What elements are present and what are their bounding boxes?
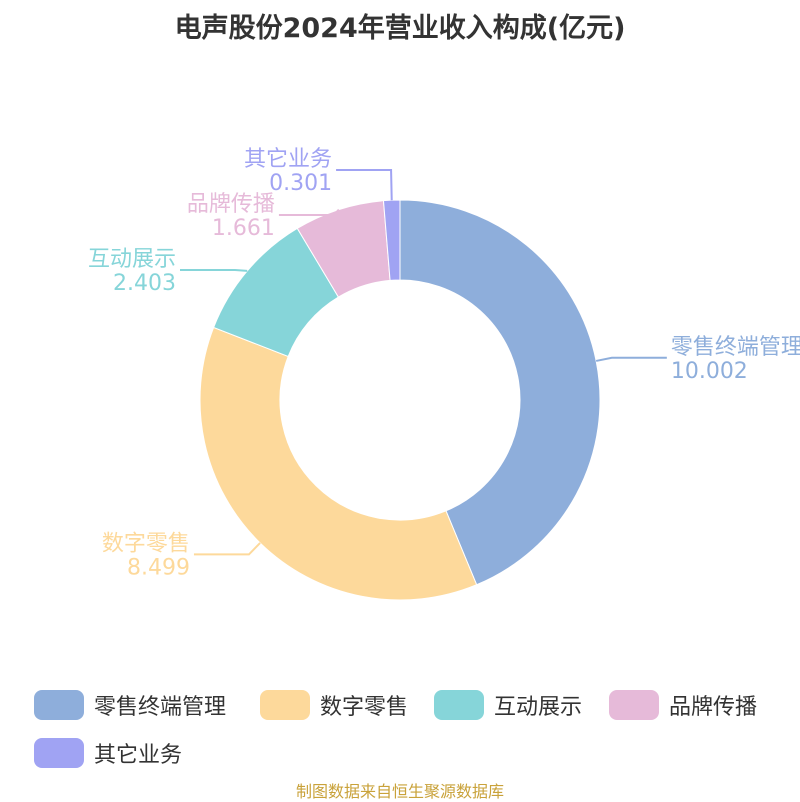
- slice-label-value-3: 1.661: [212, 216, 275, 241]
- legend-label: 其它业务: [94, 743, 183, 768]
- slice-label-name-3: 品牌传播: [187, 192, 275, 217]
- slice-label-value-4: 0.301: [269, 171, 332, 196]
- chart-title: 电声股份2024年营业收入构成(亿元): [174, 13, 626, 44]
- legend-swatch: [260, 690, 310, 720]
- leader-line-0: [595, 356, 667, 362]
- slice-label-value-0: 10.002: [671, 359, 748, 384]
- slice-4: [382, 199, 401, 281]
- slice-0: [399, 199, 601, 586]
- legend-label: 品牌传播: [669, 695, 758, 720]
- legend-swatch: [34, 690, 84, 720]
- leader-line-4: [336, 169, 393, 201]
- slice-label-value-2: 2.403: [113, 271, 176, 296]
- legend-item-4[interactable]: 其它业务: [34, 736, 182, 770]
- leader-lines-group: [180, 169, 667, 556]
- slice-1: [199, 326, 478, 601]
- slice-label-name-4: 其它业务: [244, 147, 332, 172]
- legend-swatch: [609, 690, 659, 720]
- legend-item-1[interactable]: 数字零售: [260, 688, 408, 722]
- leader-line-2: [180, 269, 248, 272]
- slice-label-name-1: 数字零售: [102, 531, 190, 556]
- slice-label-name-2: 互动展示: [88, 247, 176, 272]
- slice-label-value-1: 8.499: [127, 555, 190, 580]
- source-note: 制图数据来自恒生聚源数据库: [295, 782, 504, 801]
- legend-item-3[interactable]: 品牌传播: [609, 688, 757, 722]
- legend-label: 互动展示: [494, 695, 583, 720]
- leader-line-3: [278, 208, 340, 216]
- slices-group: [199, 199, 601, 601]
- legend-label: 数字零售: [320, 695, 409, 720]
- legend-swatch: [434, 690, 484, 720]
- leader-line-1: [193, 542, 261, 556]
- legend-label: 零售终端管理: [94, 695, 227, 720]
- slice-label-name-0: 零售终端管理: [671, 335, 800, 360]
- legend-item-0[interactable]: 零售终端管理: [34, 688, 226, 722]
- legend-swatch: [34, 738, 84, 768]
- legend-item-2[interactable]: 互动展示: [434, 688, 582, 722]
